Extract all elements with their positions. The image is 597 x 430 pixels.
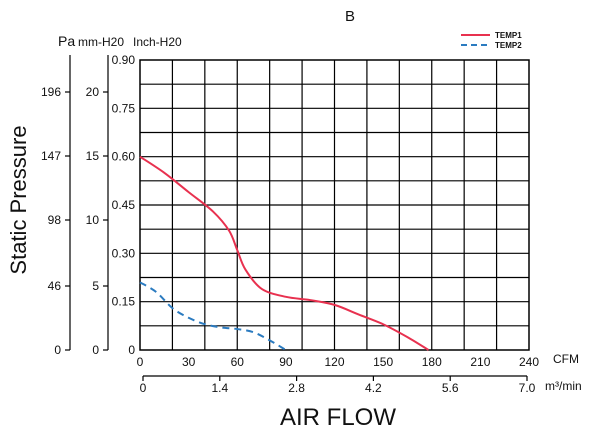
y-mm-tick-label: 10 xyxy=(86,213,100,227)
x-axis-label: AIR FLOW xyxy=(280,404,396,430)
x2-tick-label: 1.4 xyxy=(211,381,228,395)
x2-tick-label: 2.8 xyxy=(288,381,305,395)
x-unit-cfm: CFM xyxy=(553,352,579,366)
x-tick-label: 120 xyxy=(324,355,344,369)
y-axis-pa: 0 46 98 147 196 xyxy=(41,55,71,357)
legend-label-temp1: TEMP1 xyxy=(495,31,522,40)
y-unit-inch: Inch-H20 xyxy=(133,35,182,49)
x-tick-label: 150 xyxy=(373,355,393,369)
y-pa-tick-label: 0 xyxy=(54,343,61,357)
x2-tick-label: 5.6 xyxy=(442,381,459,395)
y-axis-inch-h20: 0 0.15 0.30 0.45 0.60 0.75 0.90 xyxy=(112,53,136,357)
y-pa-tick-label: 147 xyxy=(41,149,61,163)
y-unit-mm: mm-H20 xyxy=(78,35,124,49)
x-unit-m3min: m³/min xyxy=(545,379,582,393)
y-inch-tick-label: 0.90 xyxy=(112,53,136,67)
x-tick-label: 90 xyxy=(279,355,293,369)
x-tick-label: 240 xyxy=(519,355,539,369)
series-line-temp1 xyxy=(139,155,430,351)
plot-frame xyxy=(139,59,530,351)
y-pa-tick-label: 196 xyxy=(41,85,61,99)
y-mm-tick-label: 15 xyxy=(86,149,100,163)
x2-tick-label: 7.0 xyxy=(519,381,536,395)
y-inch-tick-label: 0 xyxy=(128,343,135,357)
y-inch-tick-label: 0.60 xyxy=(112,150,136,164)
y-inch-tick-label: 0.75 xyxy=(112,101,136,115)
y-mm-tick-label: 0 xyxy=(92,343,99,357)
y-mm-tick-label: 5 xyxy=(92,279,99,293)
y-inch-tick-label: 0.15 xyxy=(112,295,136,309)
x2-tick-label: 4.2 xyxy=(365,381,382,395)
x-axis-cfm: 0 30 60 90 120 150 180 210 240 xyxy=(137,355,540,369)
chart-title: B xyxy=(345,8,355,25)
x-tick-label: 180 xyxy=(422,355,442,369)
y-axis-mm-h20: 0 5 10 15 20 xyxy=(86,55,109,357)
y-inch-tick-label: 0.45 xyxy=(112,198,136,212)
x-tick-label: 60 xyxy=(231,355,245,369)
y-mm-tick-label: 20 xyxy=(86,85,100,99)
y-axis-label: Static Pressure xyxy=(6,125,31,274)
legend-label-temp2: TEMP2 xyxy=(495,41,522,50)
x-tick-label: 30 xyxy=(182,355,196,369)
chart-grid xyxy=(140,60,529,350)
y-pa-tick-label: 46 xyxy=(48,279,62,293)
y-unit-pa: Pa xyxy=(58,33,75,49)
y-inch-tick-label: 0.30 xyxy=(112,246,136,260)
x2-tick-label: 0 xyxy=(140,381,147,395)
x-axis-m3min: 0 1.4 2.8 4.2 5.6 7.0 xyxy=(140,375,536,395)
x-tick-label: 0 xyxy=(137,355,144,369)
series-line-temp2 xyxy=(139,281,287,351)
series-layer xyxy=(139,155,430,351)
x-tick-label: 210 xyxy=(470,355,490,369)
y-pa-tick-label: 98 xyxy=(48,213,62,227)
